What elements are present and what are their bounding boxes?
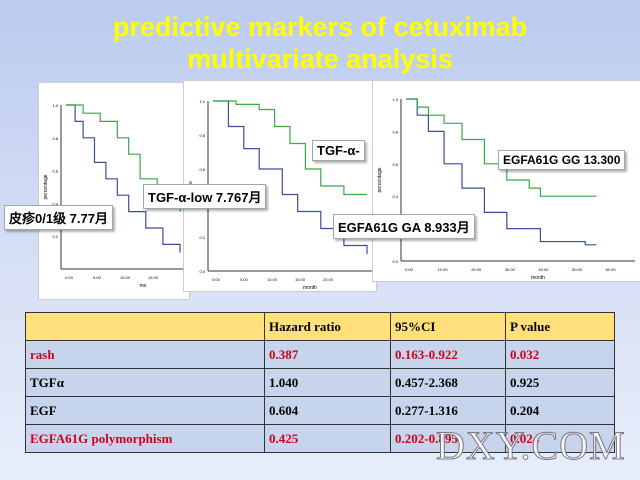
watermark: DXY.COM (436, 423, 626, 469)
x-tick-label: 10.00 (267, 277, 278, 282)
survival-curve (66, 104, 181, 253)
table-cell: 0.032 (505, 340, 615, 369)
y-tick-label: 0.0 (392, 259, 398, 264)
x-tick-label: 60.00 (606, 267, 617, 272)
x-tick-label: 0.00 (212, 277, 221, 282)
y-tick-label: 1.0 (52, 103, 58, 108)
axis-label: month (531, 275, 545, 281)
table-cell: 95%CI (390, 312, 506, 341)
table-cell: TGFα (25, 368, 265, 397)
table-cell: 0.163-0.922 (390, 340, 506, 369)
callout: EGFA61G GG 13.300 (498, 150, 626, 170)
callout: TGF-α- (312, 140, 365, 161)
table: Hazard ratio 95%CI P value rash 0.387 0.163-0… (25, 312, 615, 453)
y-tick-label: 0.8 (52, 136, 58, 141)
x-tick-label: 10.00 (438, 267, 449, 272)
y-tick-label: 0.8 (392, 129, 398, 134)
callout: TGF-α-low 7.767月 (143, 184, 267, 209)
y-tick-label: 0.0 (199, 269, 205, 274)
table-cell: P value (505, 312, 615, 341)
km-plot: 1.00.80.60.40.20.00.0010.0020.0030.0040.… (372, 80, 640, 282)
x-tick-label: 5.00 (240, 277, 249, 282)
y-tick-label: 1.0 (392, 97, 398, 102)
axis-label: percentage (377, 167, 383, 192)
survival-curve (406, 98, 597, 246)
y-tick-label: 0.2 (199, 235, 205, 240)
table-row: EGFA61G polymorphism 0.425 0.202-0.895 0.02… (25, 424, 615, 453)
x-tick-label: 0.00 (405, 267, 414, 272)
table-cell: 0.457-2.368 (390, 368, 506, 397)
table-cell: 0.024 (505, 424, 615, 453)
table-cell (25, 312, 265, 341)
table-cell: EGFA61G polymorphism (25, 424, 265, 453)
x-tick-label: 15.00 (148, 275, 159, 280)
y-tick-label: 0.4 (52, 201, 58, 206)
y-tick-label: 0.8 (199, 133, 205, 138)
y-tick-label: 0.4 (392, 194, 398, 199)
x-tick-label: 40.00 (538, 267, 549, 272)
axis-label: percentage (43, 174, 49, 199)
y-tick-label: 1.0 (199, 99, 205, 104)
axis-label: month (303, 285, 317, 291)
x-tick-label: 0.00 (65, 275, 74, 280)
y-tick-label: 0.6 (392, 162, 398, 167)
table-row: EGF 0.604 0.277-1.316 0.204 (25, 396, 615, 425)
title: multivariate analysis (187, 44, 453, 74)
survival-curve (406, 98, 597, 197)
table-cell: EGF (25, 396, 265, 425)
table-cell: 0.204 (505, 396, 615, 425)
x-tick-label: 5.00 (93, 275, 102, 280)
table-cell: 0.925 (505, 368, 615, 397)
table-cell: 0.202-0.895 (390, 424, 506, 453)
table-row: TGFα 1.040 0.457-2.368 0.925 (25, 368, 615, 397)
survival-curve (213, 100, 367, 196)
table-cell: 1.040 (264, 368, 391, 397)
x-tick-label: 30.00 (505, 267, 516, 272)
x-tick-label: 20.00 (471, 267, 482, 272)
table-cell: 0.425 (264, 424, 391, 453)
y-tick-label: 0.2 (52, 234, 58, 239)
table-row: Hazard ratio 95%CI P value (25, 312, 615, 341)
table-cell: rash (25, 340, 265, 369)
y-tick-label: 0.6 (52, 169, 58, 174)
table-cell: Hazard ratio (264, 312, 391, 341)
x-tick-label: 20.00 (323, 277, 334, 282)
table-cell: 0.387 (264, 340, 391, 369)
table-cell: 0.604 (264, 396, 391, 425)
x-tick-label: 15.00 (295, 277, 306, 282)
y-tick-label: 0.6 (199, 167, 205, 172)
table-row: rash 0.387 0.163-0.922 0.032 (25, 340, 615, 369)
axis-label: mo (140, 283, 147, 289)
x-tick-label: 10.00 (120, 275, 131, 280)
table-cell: 0.277-1.316 (390, 396, 506, 425)
callout: 皮疹0/1级 7.77月 (4, 205, 113, 230)
title: predictive markers of cetuximab (112, 12, 528, 42)
x-tick-label: 50.00 (572, 267, 583, 272)
callout: EGFA61G GA 8.933月 (333, 214, 475, 239)
